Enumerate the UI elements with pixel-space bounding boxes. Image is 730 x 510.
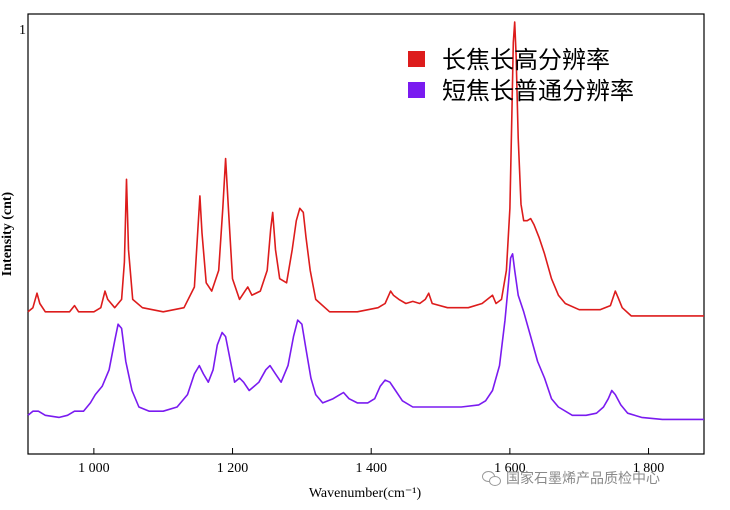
x-axis-ticks: 1 000 1 200 1 400 1 600 1 800 — [78, 448, 664, 476]
x-tick-label: 1 200 — [217, 461, 249, 476]
watermark-text: 国家石墨烯产品质检中心 — [506, 471, 660, 487]
watermark: 国家石墨烯产品质检中心 — [482, 466, 660, 490]
series-layer — [27, 21, 704, 421]
plot-frame — [27, 13, 705, 455]
legend-swatch — [408, 82, 425, 98]
panel-letter: 1 — [19, 23, 26, 38]
x-tick-label: 1 400 — [355, 461, 387, 476]
x-tick-label: 1 800 — [633, 461, 665, 476]
legend: 长焦长高分辨率 短焦长普通分辨率 — [408, 46, 634, 105]
wechat-icon — [482, 469, 501, 487]
series-line-2 — [27, 253, 704, 421]
y-axis-label: Intensity (cnt) — [0, 191, 15, 276]
x-tick-label: 1 000 — [78, 461, 110, 476]
legend-label: 长焦长高分辨率 — [442, 46, 610, 74]
legend-entry: 长焦长高分辨率 — [408, 46, 610, 74]
x-axis-label: Wavenumber(cm⁻¹) — [309, 486, 422, 501]
legend-label: 短焦长普通分辨率 — [442, 77, 634, 105]
x-tick-label: 1 600 — [494, 461, 526, 476]
plot-area: 1 000 1 200 1 400 1 600 1 800 — [27, 13, 705, 476]
series-line-1 — [27, 21, 704, 317]
legend-swatch — [408, 51, 425, 67]
legend-entry: 短焦长普通分辨率 — [408, 77, 634, 105]
